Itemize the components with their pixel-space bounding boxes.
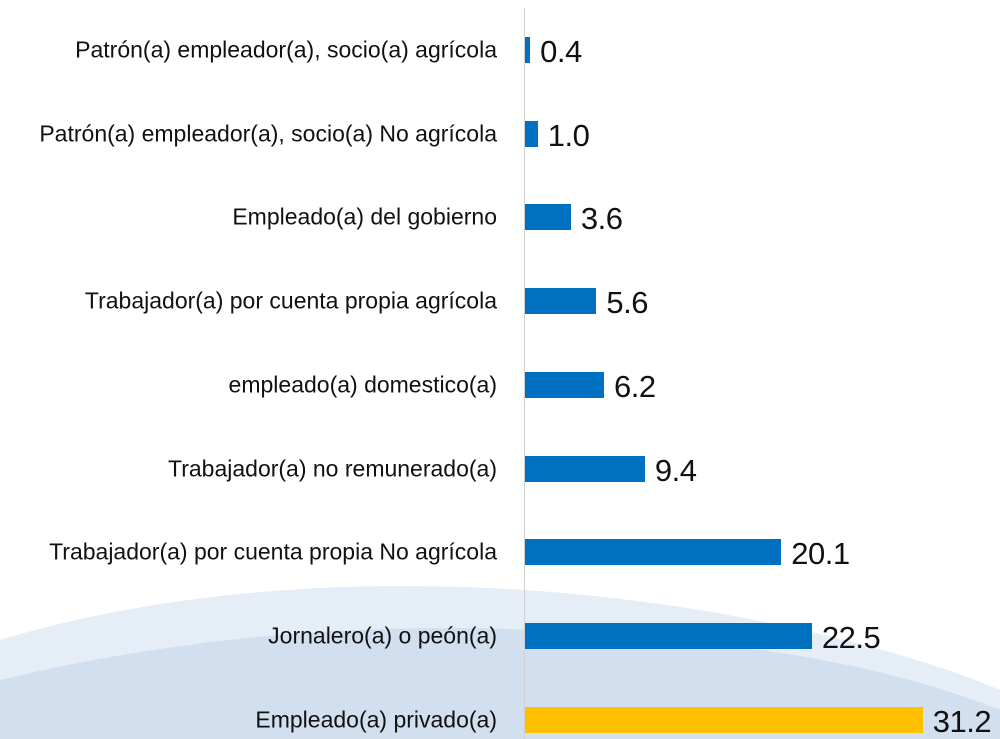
- category-label-box: Trabajador(a) por cuenta propia No agríc…: [0, 538, 497, 567]
- bar: [525, 371, 605, 398]
- value-label: 9.4: [654, 452, 697, 488]
- value-label: 31.2: [932, 703, 992, 739]
- category-label-box: empleado(a) domestico(a): [0, 370, 497, 399]
- category-label-box: Empleado(a) del gobierno: [0, 203, 497, 232]
- value-label: 3.6: [580, 201, 623, 237]
- category-label-box: Trabajador(a) por cuenta propia agrícola: [0, 287, 497, 316]
- category-label: Empleado(a) del gobierno: [232, 203, 497, 230]
- category-label: Trabajador(a) por cuenta propia agrícola: [84, 287, 497, 314]
- bar: [525, 288, 597, 315]
- category-label: Patrón(a) empleador(a), socio(a) agrícol…: [75, 36, 497, 63]
- value-label: 22.5: [821, 619, 881, 655]
- bar: [525, 455, 645, 482]
- bar: [525, 204, 571, 231]
- axis-line: [524, 8, 525, 739]
- bar: [525, 539, 782, 566]
- bar: [525, 706, 923, 733]
- category-label: Trabajador(a) no remunerado(a): [168, 455, 497, 481]
- value-label: 1.0: [547, 117, 590, 153]
- value-label: 20.1: [791, 536, 850, 572]
- value-label: 5.6: [606, 285, 648, 321]
- category-label: empleado(a) domestico(a): [228, 371, 497, 398]
- category-label-box: Patrón(a) empleador(a), socio(a) No agrí…: [0, 119, 497, 148]
- category-label-box: Empleado(a) privado(a): [0, 705, 497, 734]
- category-label-box: Patrón(a) empleador(a), socio(a) agrícol…: [0, 36, 497, 65]
- bar: [525, 37, 531, 63]
- category-label: Trabajador(a) por cuenta propia No agríc…: [49, 538, 497, 565]
- category-label: Jornalero(a) o peón(a): [268, 622, 497, 649]
- bar: [525, 622, 812, 649]
- category-label: Patrón(a) empleador(a), socio(a) No agrí…: [39, 120, 497, 147]
- value-label: 6.2: [614, 368, 656, 404]
- category-label-box: Jornalero(a) o peón(a): [0, 621, 497, 650]
- category-label-box: Trabajador(a) no remunerado(a): [0, 454, 497, 483]
- category-label: Empleado(a) privado(a): [255, 706, 497, 733]
- value-label: 0.4: [540, 34, 582, 69]
- bar: [525, 120, 538, 147]
